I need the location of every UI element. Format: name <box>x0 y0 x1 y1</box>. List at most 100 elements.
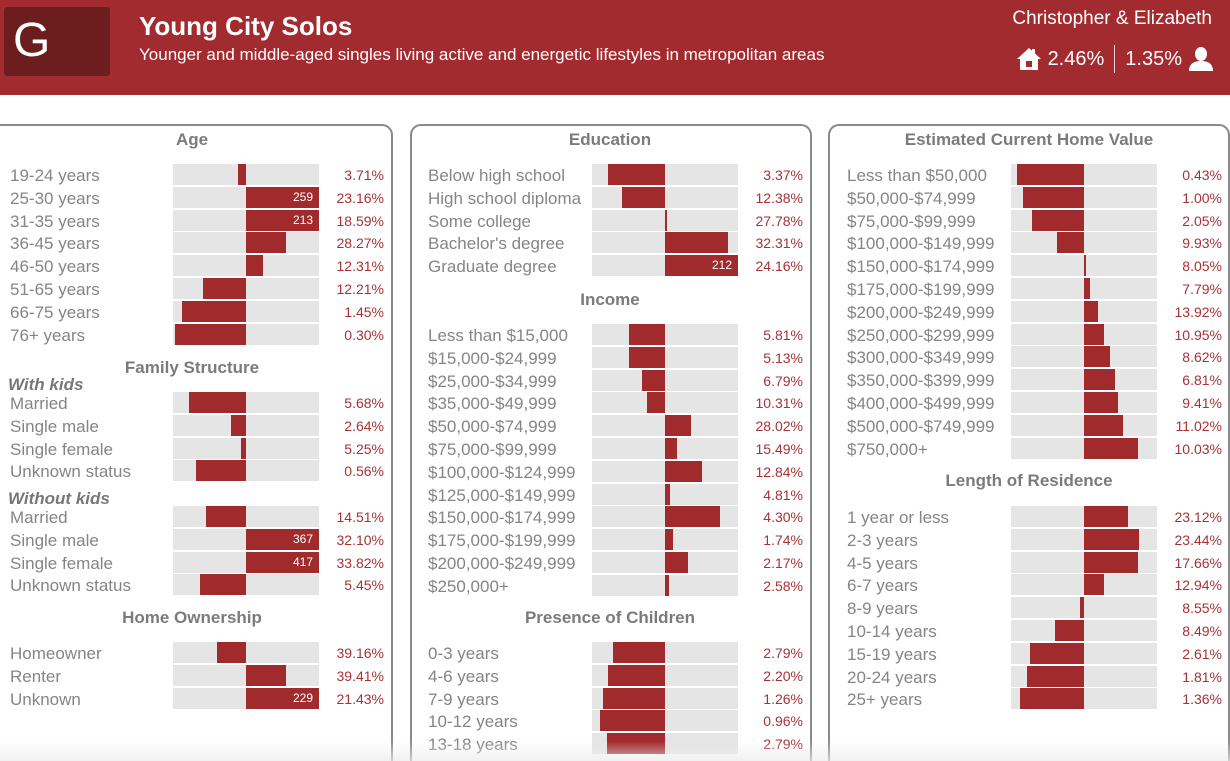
percent-label: 39.16% <box>336 645 384 661</box>
row-label: $50,000-$74,999 <box>847 188 976 208</box>
index-bar <box>665 255 738 277</box>
row-label: 19-24 years <box>10 166 100 185</box>
percent-label: 2.79% <box>763 736 803 753</box>
row-label: 2-3 years <box>847 530 918 550</box>
chart-row: 25-30 years 259 23.16% <box>0 186 1230 210</box>
bar-track <box>173 164 319 185</box>
chart-row: 46-50 years 12.31% <box>0 255 1230 278</box>
chart-row: High school diploma 12.38% <box>0 186 1230 210</box>
row-label: $25,000-$34,999 <box>428 371 557 391</box>
percent-label: 3.37% <box>763 167 803 183</box>
index-bar <box>602 687 665 709</box>
row-label: 0-3 years <box>428 644 499 663</box>
index-bar <box>1084 255 1087 277</box>
index-bar <box>230 414 246 436</box>
chart-row: 1 year or less 23.12% <box>0 506 1230 529</box>
index-bar <box>189 392 246 413</box>
chart-row: Unknown status 5.45% <box>0 574 1230 597</box>
index-bar <box>1084 392 1118 413</box>
percent-label: 17.66% <box>1174 554 1222 571</box>
segment-badge: G <box>4 7 110 76</box>
chart-row: Single female 5.25% <box>0 437 1230 461</box>
percent-label: 1.45% <box>344 303 384 320</box>
chart-row: $125,000-$149,999 4.81% <box>0 483 1230 507</box>
percent-label: 23.16% <box>336 189 384 206</box>
row-label: $300,000-$349,999 <box>847 348 995 368</box>
percent-label: 5.25% <box>344 440 384 457</box>
percent-label: 27.78% <box>755 212 803 229</box>
chart-row: $150,000-$174,999 4.30% <box>0 506 1230 529</box>
index-bar <box>665 232 728 254</box>
household-percent: 2.46% <box>1047 47 1105 70</box>
chart-row: Single female 417 33.82% <box>0 551 1230 575</box>
index-bar <box>607 733 665 755</box>
percent-label: 7.79% <box>1182 281 1222 297</box>
chart-row: 66-75 years 1.45% <box>0 300 1230 324</box>
chart-row: 0-3 years 2.79% <box>0 642 1230 665</box>
chart-row: 13-18 years 2.79% <box>0 733 1230 756</box>
percent-label: 18.59% <box>336 212 384 229</box>
row-label: $400,000-$499,999 <box>847 394 995 413</box>
percent-label: 24.16% <box>755 258 803 275</box>
index-bar <box>1056 232 1084 254</box>
chart-row: $200,000-$249,999 13.92% <box>0 300 1230 324</box>
index-bar <box>1084 300 1098 322</box>
percent-label: 23.44% <box>1174 531 1222 548</box>
index-bar <box>246 528 319 550</box>
index-bar <box>1054 620 1084 641</box>
chart-row: $175,000-$199,999 7.79% <box>0 278 1230 301</box>
index-value-label: 367 <box>292 531 313 546</box>
percent-label: 2.05% <box>1182 212 1222 229</box>
index-bar <box>641 369 665 391</box>
percent-label: 2.61% <box>1182 645 1222 662</box>
index-bar <box>1084 506 1128 527</box>
row-label: 25-30 years <box>10 188 100 208</box>
percent-label: 2.64% <box>344 417 384 434</box>
percent-label: 5.13% <box>763 349 803 366</box>
bar-track <box>1011 620 1157 641</box>
chart-title-estimated-current-home-value: Estimated Current Home Value <box>904 130 1154 149</box>
row-label: $250,000-$299,999 <box>847 325 995 345</box>
chart-row: $200,000-$249,999 2.17% <box>0 552 1230 575</box>
percent-label: 8.62% <box>1182 349 1222 366</box>
row-label: Unknown status <box>10 576 131 596</box>
percent-label: 0.56% <box>344 463 384 480</box>
index-bar <box>608 664 665 686</box>
percent-label: 10.95% <box>1174 326 1222 343</box>
row-label: Unknown <box>10 689 81 709</box>
chart-title-family-structure: Family Structure <box>124 358 260 377</box>
chart-row: Unknown status 0.56% <box>0 460 1230 483</box>
percent-label: 4.30% <box>763 509 803 526</box>
percent-label: 23.12% <box>1174 509 1222 525</box>
index-bar <box>246 209 319 231</box>
index-bar <box>608 164 665 185</box>
percent-label: 0.43% <box>1182 167 1222 183</box>
chart-row: Some college 27.78% <box>0 209 1230 233</box>
index-bar <box>175 323 246 345</box>
row-label: Bachelor's degree <box>428 234 565 254</box>
index-bar <box>1084 369 1116 391</box>
index-bar <box>205 506 246 527</box>
chart-row: Single male 367 32.10% <box>0 528 1230 552</box>
index-value-label: 259 <box>292 189 313 204</box>
chart-row: $250,000-$299,999 10.95% <box>0 323 1230 347</box>
percent-label: 9.41% <box>1182 395 1222 411</box>
chart-row: 51-65 years 12.21% <box>0 278 1230 301</box>
chart-row: 10-12 years 0.96% <box>0 710 1230 733</box>
index-bar <box>1084 528 1140 550</box>
chart-row: Less than $15,000 5.81% <box>0 324 1230 347</box>
index-value-label: 229 <box>292 690 313 705</box>
chart-row: $175,000-$199,999 1.74% <box>0 529 1230 552</box>
segment-subtitle: Younger and middle-aged singles living a… <box>139 45 825 64</box>
percent-label: 14.51% <box>336 509 384 525</box>
row-label: 8-9 years <box>847 599 918 619</box>
row-label: Single female <box>10 553 114 573</box>
chart-row: $15,000-$24,999 5.13% <box>0 346 1230 370</box>
index-bar <box>1084 278 1090 299</box>
row-label: 51-65 years <box>10 280 100 299</box>
bar-track <box>1011 232 1157 254</box>
chart-row: 7-9 years 1.26% <box>0 687 1230 711</box>
percent-label: 6.79% <box>763 372 803 389</box>
index-bar <box>665 552 689 573</box>
row-label: $50,000-$74,999 <box>428 417 557 437</box>
